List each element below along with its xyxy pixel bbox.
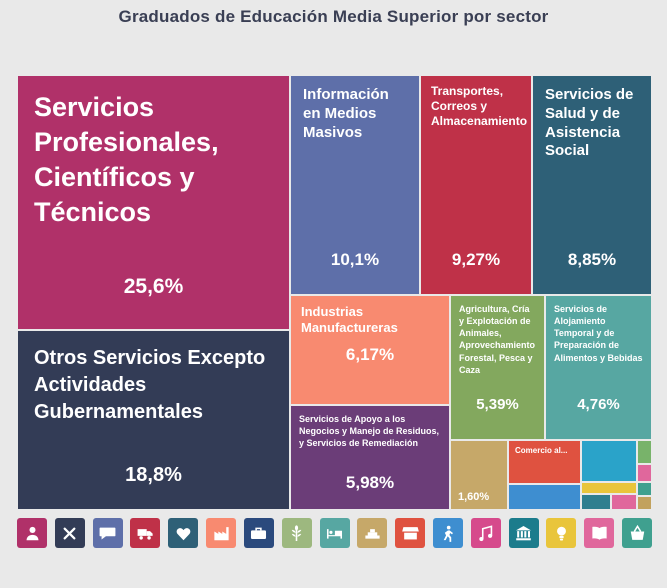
pyramid-icon: [363, 524, 382, 543]
hotel-icon: [325, 524, 344, 543]
legend-tile-transport[interactable]: [130, 518, 161, 548]
block-label: Agricultura, Cría y Explotación de Anima…: [459, 304, 536, 375]
block-label: Servicios de Salud y de Asistencia Socia…: [545, 86, 634, 160]
block-value: 8,85%: [567, 250, 617, 269]
legend-tile-media[interactable]: [92, 518, 123, 548]
person-walking-icon: [438, 524, 457, 543]
treemap-block-small-tan[interactable]: 1,60%: [450, 440, 508, 510]
block-value: 1,60%: [458, 491, 490, 503]
treemap-block-small-blue[interactable]: [508, 484, 581, 510]
block-value: 5,39%: [476, 396, 519, 413]
bank-icon: [514, 524, 533, 543]
legend-tile-entertainment[interactable]: [470, 518, 501, 548]
lightbulb-icon: [552, 524, 571, 543]
block-value: 6,17%: [345, 344, 395, 364]
block-label: Información en Medios Masivos: [303, 86, 389, 141]
factory-icon: [212, 524, 231, 543]
treemap-block-small-cyan[interactable]: [581, 440, 637, 482]
block-value: 9,27%: [451, 250, 501, 269]
legend-tile-energy[interactable]: [546, 518, 577, 548]
treemap-block-small-teal[interactable]: [581, 494, 611, 510]
block-label: Industrias Manufactureras: [301, 304, 398, 336]
block-value: 25,6%: [123, 275, 184, 298]
music-note-icon: [476, 524, 495, 543]
legend-tile-agriculture[interactable]: [281, 518, 312, 548]
block-value: 5,98%: [345, 473, 395, 492]
page-title: Graduados de Educación Media Superior po…: [118, 7, 549, 26]
treemap-block-otros-servicios[interactable]: Otros Servicios Excepto Actividades Gube…: [17, 330, 290, 510]
treemap-block-comercio[interactable]: Comercio al...: [508, 440, 581, 484]
treemap-block-servicios-profesionales[interactable]: Servicios Profesionales, Científicos y T…: [17, 75, 290, 330]
briefcase-icon: [249, 524, 268, 543]
legend-tile-commerce[interactable]: [395, 518, 426, 548]
tools-icon: [60, 524, 79, 543]
legend-tile-other-services[interactable]: [54, 518, 85, 548]
wheat-icon: [287, 524, 306, 543]
person-icon: [23, 524, 42, 543]
treemap-block-small-pink-2[interactable]: [637, 464, 652, 482]
book-icon: [590, 524, 609, 543]
treemap-block-industrias-manufactureras[interactable]: Industrias Manufactureras 6,17%: [290, 295, 450, 405]
treemap-block-small-gold[interactable]: [637, 496, 652, 510]
legend-tile-professional[interactable]: [17, 518, 47, 548]
block-label: Servicios de Alojamiento Temporal y de P…: [554, 304, 643, 363]
legend-tile-education[interactable]: [584, 518, 615, 548]
treemap-block-transportes[interactable]: Transportes, Correos y Almacenamiento 9,…: [420, 75, 532, 295]
legend-tile-lodging[interactable]: [319, 518, 350, 548]
treemap-block-small-yellow[interactable]: [581, 482, 637, 494]
block-label: Servicios de Apoyo a los Negocios y Mane…: [299, 414, 440, 449]
block-value: 4,76%: [577, 396, 620, 413]
legend-tile-retail[interactable]: [622, 518, 652, 548]
basket-icon: [628, 524, 647, 543]
heart-icon: [174, 524, 193, 543]
chat-icon: [98, 524, 117, 543]
legend-tile-manufacturing[interactable]: [206, 518, 237, 548]
block-label: Servicios Profesionales, Científicos y T…: [34, 92, 219, 228]
block-value: 10,1%: [330, 250, 380, 269]
block-label: Comercio al...: [515, 446, 568, 455]
truck-icon: [136, 524, 155, 543]
block-label: Transportes, Correos y Almacenamiento: [431, 84, 528, 128]
legend-tile-business[interactable]: [243, 518, 274, 548]
block-label: Otros Servicios Excepto Actividades Gube…: [34, 347, 266, 423]
legend-tile-health[interactable]: [168, 518, 199, 548]
treemap-block-salud[interactable]: Servicios de Salud y de Asistencia Socia…: [532, 75, 652, 295]
treemap-block-small-pink[interactable]: [611, 494, 637, 510]
legend-tile-culture[interactable]: [357, 518, 388, 548]
block-value: 18,8%: [125, 464, 182, 486]
legend-tile-services-person[interactable]: [432, 518, 463, 548]
treemap-block-small-green[interactable]: [637, 440, 652, 464]
treemap-block-informacion-medios[interactable]: Información en Medios Masivos 10,1%: [290, 75, 420, 295]
treemap-block-agricultura[interactable]: Agricultura, Cría y Explotación de Anima…: [450, 295, 545, 440]
store-icon: [401, 524, 420, 543]
treemap-block-apoyo-negocios[interactable]: Servicios de Apoyo a los Negocios y Mane…: [290, 405, 450, 510]
sector-icon-legend: [17, 518, 652, 548]
treemap-block-small-teal-2[interactable]: [637, 482, 652, 496]
treemap-chart: Servicios Profesionales, Científicos y T…: [17, 75, 652, 510]
legend-tile-government[interactable]: [508, 518, 539, 548]
treemap-block-alojamiento[interactable]: Servicios de Alojamiento Temporal y de P…: [545, 295, 652, 440]
